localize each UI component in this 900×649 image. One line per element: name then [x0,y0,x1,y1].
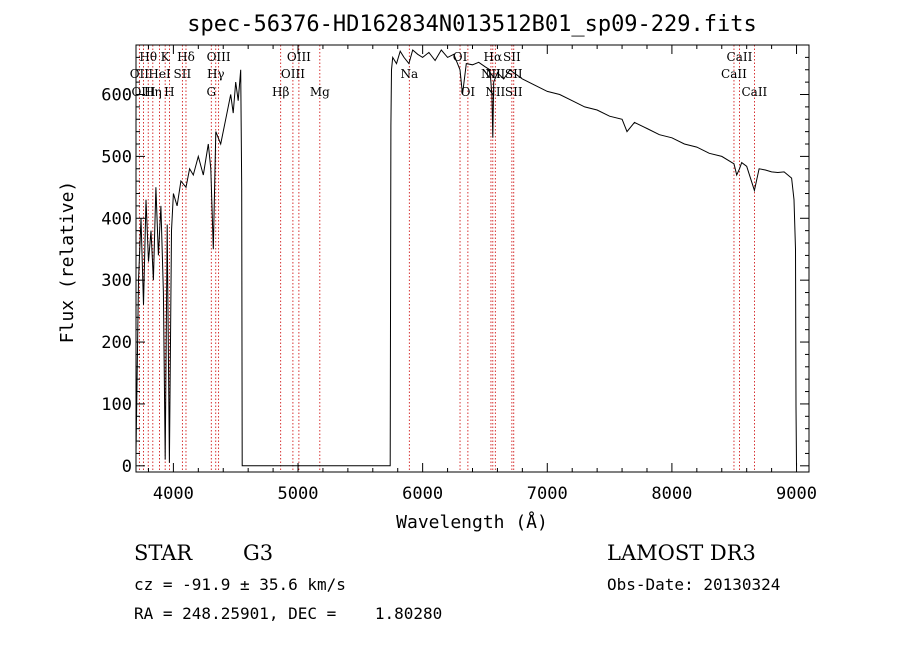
x-tick-label: 6000 [402,484,443,504]
line-label: OIII [281,67,305,81]
line-label: CaII [727,50,753,64]
subclass: G3 [243,541,274,565]
line-label: SII [505,85,523,99]
line-label: SII [174,67,192,81]
plot-frame [135,44,810,473]
line-label: OI [453,50,468,64]
line-label: Hβ [272,85,289,99]
x-axis-label: Wavelength (Å) [396,511,548,533]
y-tick-label: 0 [122,457,132,477]
line-label: Hα [484,50,503,64]
line-label: HeI [148,67,171,81]
line-label: SII [505,67,523,81]
x-tick-label: 9000 [776,484,817,504]
spectrum-line [135,49,797,467]
spectrum-series [135,49,797,467]
y-tick-label: 600 [101,86,132,106]
line-label: CaII [741,85,767,99]
line-label: OI [461,85,476,99]
y-tick-label: 400 [101,209,132,229]
line-label: H [164,85,174,99]
survey-label: LAMOST DR3 [607,541,756,565]
y-tick-label: 200 [101,333,132,353]
y-axis-label: Flux (relative) [57,181,78,344]
line-label: NII [485,85,505,99]
x-tick-label: 7000 [527,484,568,504]
y-tick-label: 100 [101,395,132,415]
line-label: K [161,50,171,64]
line-label: Mg [310,85,330,99]
observation-date: Obs-Date: 20130324 [607,575,781,594]
line-label: OIII [207,50,231,64]
x-tick-label: 5000 [278,484,319,504]
chart-title: spec-56376-HD162834N013512B01_sp09-229.f… [187,12,757,37]
line-label: Hδ [177,50,195,64]
redshift-velocity: cz = -91.9 ± 35.6 km/s [134,575,346,594]
line-markers [138,45,755,472]
line-label: NII [481,67,501,81]
x-tick-label: 4000 [153,484,194,504]
y-axis: 0 100 200 300 400 500 600 [101,56,809,477]
line-label: G [206,85,216,99]
line-label: OII [130,67,150,81]
line-label: NII [485,67,505,81]
line-label: OIII [287,50,311,64]
line-label: SII [503,50,521,64]
y-tick-label: 500 [101,147,132,167]
x-axis: 4000 5000 6000 7000 8000 9000 [147,45,817,504]
line-label: CaII [721,67,747,81]
line-label: Na [400,67,418,81]
line-label: Hγ [207,67,225,81]
coordinates: RA = 248.25901, DEC = 1.80280 [134,604,443,623]
line-label: Hη [144,85,162,99]
line-label: Hθ [139,50,157,64]
y-tick-label: 300 [101,271,132,291]
x-tick-label: 8000 [651,484,692,504]
object-class: STAR [134,541,193,565]
line-label: OIII [131,85,155,99]
